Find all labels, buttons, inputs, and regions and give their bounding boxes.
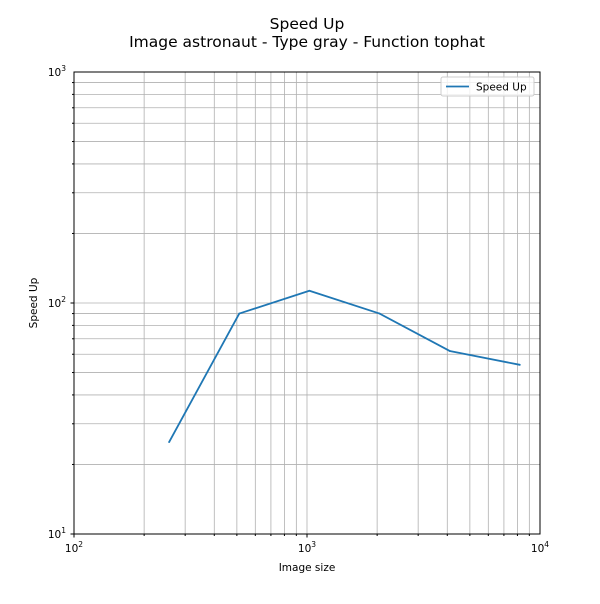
legend-label: Speed Up — [476, 82, 527, 94]
legend: Speed Up — [440, 76, 535, 97]
data-point — [378, 312, 381, 315]
grid-layer — [73, 71, 541, 535]
x-tick-label: 103 — [298, 540, 316, 555]
data-point — [518, 363, 521, 366]
data-point — [308, 289, 311, 292]
data-point — [448, 350, 451, 352]
chart-title: Speed Up — [270, 15, 345, 33]
x-tick-label: 102 — [65, 540, 83, 555]
series-layer — [168, 289, 521, 443]
series-line — [168, 289, 520, 443]
chart-subtitle: Image astronaut - Type gray - Function t… — [129, 33, 485, 51]
x-tick-label: 104 — [531, 540, 549, 555]
data-point — [238, 312, 241, 315]
y-tick-label: 103 — [48, 64, 66, 79]
y-tick-label: 101 — [48, 526, 66, 541]
x-axis-label: Image size — [279, 562, 336, 574]
y-tick-label: 102 — [48, 295, 66, 310]
data-point — [168, 441, 171, 443]
y-axis-label: Speed Up — [28, 277, 40, 328]
legend-box — [440, 76, 535, 97]
